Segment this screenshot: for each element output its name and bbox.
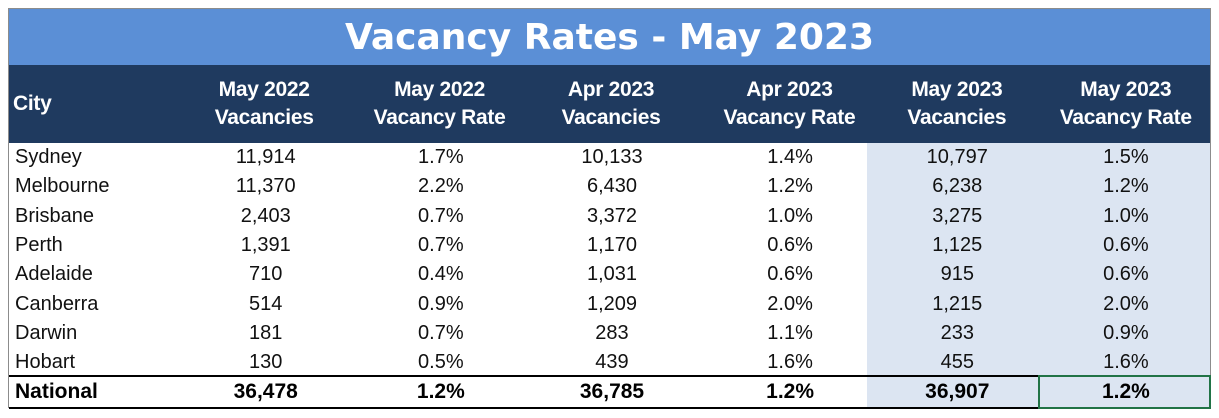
cell-may-2022-vacancies[interactable]: 130 xyxy=(249,351,283,374)
cell-may-2022-rate[interactable]: 2.2% xyxy=(418,175,464,198)
cell-apr-2023-vacancies[interactable]: 6,430 xyxy=(586,175,638,198)
cell-may-2022-vacancies[interactable]: 1,391 xyxy=(240,234,291,257)
cell-may-2022-rate[interactable]: 0.7% xyxy=(418,234,464,257)
cell-city[interactable]: Darwin xyxy=(15,321,78,344)
may-2023-highlight xyxy=(867,143,1210,407)
cell-apr-2023-rate[interactable]: 0.6% xyxy=(767,234,813,257)
data-rows: Sydney 11,914 1.7% 10,133 1.4% 10,797 1.5% Melb… xyxy=(9,143,1210,377)
cell-city[interactable]: Canberra xyxy=(15,292,99,315)
cell-may-2022-rate[interactable]: 0.9% xyxy=(418,292,464,315)
table-row: Melbourne 11,370 2.2% 6,430 1.2% 6,238 1.2% xyxy=(9,172,1210,201)
cell-may-2023-rate[interactable]: 0.9% xyxy=(1103,321,1149,344)
cell-apr-2023-vacancies[interactable]: 283 xyxy=(595,321,629,344)
table-body: Sydney 11,914 1.7% 10,133 1.4% 10,797 1.5% Melb… xyxy=(9,143,1211,409)
national-apr-2023-vacancies[interactable]: 36,785 xyxy=(579,380,645,403)
cell-may-2023-vacancies[interactable]: 3,275 xyxy=(932,204,983,227)
cell-apr-2023-vacancies[interactable]: 439 xyxy=(595,351,629,374)
cell-apr-2023-vacancies[interactable]: 10,133 xyxy=(581,146,643,169)
cell-may-2022-vacancies[interactable]: 514 xyxy=(249,292,283,315)
cell-may-2022-vacancies[interactable]: 2,403 xyxy=(240,204,291,227)
table-row: Brisbane 2,403 0.7% 3,372 1.0% 3,275 1.0% xyxy=(9,202,1210,231)
cell-may-2022-vacancies[interactable]: 710 xyxy=(249,263,283,286)
cell-apr-2023-rate[interactable]: 1.0% xyxy=(767,204,813,227)
national-may-2022-vacancies[interactable]: 36,478 xyxy=(233,380,298,403)
cell-may-2022-vacancies[interactable]: 11,914 xyxy=(235,146,296,169)
cell-apr-2023-vacancies[interactable]: 1,031 xyxy=(586,263,638,286)
cell-may-2023-rate[interactable]: 0.6% xyxy=(1103,234,1149,257)
cell-apr-2023-rate[interactable]: 1.6% xyxy=(767,351,813,374)
cell-may-2023-rate[interactable]: 2.0% xyxy=(1103,292,1149,315)
cell-may-2023-vacancies[interactable]: 233 xyxy=(940,321,974,344)
cell-apr-2023-vacancies[interactable]: 1,209 xyxy=(586,292,638,315)
header-may-2022-vacancies[interactable]: May 2022 Vacancies xyxy=(214,78,314,129)
cell-apr-2023-rate[interactable]: 1.1% xyxy=(767,321,813,344)
table-row: Perth 1,391 0.7% 1,170 0.6% 1,125 0.6% xyxy=(9,231,1210,260)
header-apr-2023-vacancy-rate[interactable]: Apr 2023 Vacancy Rate xyxy=(723,78,856,129)
table-row: Sydney 11,914 1.7% 10,133 1.4% 10,797 1.5% xyxy=(9,143,1210,172)
cell-may-2023-vacancies[interactable]: 1,215 xyxy=(932,292,983,315)
cell-may-2023-vacancies[interactable]: 1,125 xyxy=(932,234,983,257)
cell-apr-2023-vacancies[interactable]: 1,170 xyxy=(586,234,638,257)
national-row: National 36,478 1.2% 36,785 1.2% 36,907 … xyxy=(9,375,1211,409)
national-may-2023-rate[interactable]: 1.2% xyxy=(1101,380,1150,403)
national-apr-2023-rate[interactable]: 1.2% xyxy=(766,380,815,403)
cell-may-2023-vacancies[interactable]: 915 xyxy=(940,263,974,286)
national-city-cell[interactable]: National xyxy=(15,380,98,403)
cell-may-2023-vacancies[interactable]: 10,797 xyxy=(926,146,988,169)
cell-apr-2023-rate[interactable]: 0.6% xyxy=(767,263,813,286)
header-apr-2023-vacancies[interactable]: Apr 2023 Vacancies xyxy=(561,78,661,129)
header-may-2022-vacancy-rate[interactable]: May 2022 Vacancy Rate xyxy=(373,78,506,129)
cell-may-2023-rate[interactable]: 1.6% xyxy=(1103,351,1149,374)
cell-may-2022-rate[interactable]: 0.7% xyxy=(418,204,464,227)
cell-may-2023-vacancies[interactable]: 6,238 xyxy=(932,175,983,198)
national-may-2023-vacancies[interactable]: 36,907 xyxy=(925,380,990,403)
cell-may-2022-rate[interactable]: 0.7% xyxy=(418,321,464,344)
cell-apr-2023-rate[interactable]: 1.4% xyxy=(767,146,813,169)
table-row: Canberra 514 0.9% 1,209 2.0% 1,215 2.0% xyxy=(9,289,1210,318)
cell-city[interactable]: Adelaide xyxy=(15,263,93,286)
cell-may-2022-vacancies[interactable]: 11,370 xyxy=(235,175,296,198)
cell-may-2023-rate[interactable]: 1.0% xyxy=(1103,204,1149,227)
selected-cell-outline xyxy=(1038,375,1211,409)
national-may-2022-rate[interactable]: 1.2% xyxy=(416,380,465,403)
table-title: Vacancy Rates - May 2023 xyxy=(9,9,1210,65)
header-city[interactable]: City xyxy=(13,92,52,115)
header-row: City May 2022 Vacancies May 2022 Vacancy… xyxy=(9,65,1210,143)
table-row: Darwin 181 0.7% 283 1.1% 233 0.9% xyxy=(9,319,1210,348)
cell-may-2023-rate[interactable]: 0.6% xyxy=(1103,263,1149,286)
cell-city[interactable]: Sydney xyxy=(15,146,82,169)
cell-apr-2023-vacancies[interactable]: 3,372 xyxy=(586,204,638,227)
header-may-2023-vacancy-rate[interactable]: May 2023 Vacancy Rate xyxy=(1059,78,1192,129)
cell-may-2022-rate[interactable]: 0.5% xyxy=(418,351,464,374)
cell-city[interactable]: Perth xyxy=(15,234,63,257)
cell-may-2023-rate[interactable]: 1.2% xyxy=(1103,175,1149,198)
table-row: Adelaide 710 0.4% 1,031 0.6% 915 0.6% xyxy=(9,260,1210,289)
vacancy-table: Vacancy Rates - May 2023 City May 2022 V… xyxy=(8,8,1211,409)
cell-city[interactable]: Melbourne xyxy=(15,175,110,198)
header-may-2023-vacancies[interactable]: May 2023 Vacancies xyxy=(907,78,1007,129)
cell-may-2022-vacancies[interactable]: 181 xyxy=(249,321,283,344)
table-row: Hobart 130 0.5% 439 1.6% 455 1.6% xyxy=(9,348,1210,377)
cell-apr-2023-rate[interactable]: 1.2% xyxy=(767,175,813,198)
cell-may-2022-rate[interactable]: 0.4% xyxy=(418,263,464,286)
cell-may-2023-rate[interactable]: 1.5% xyxy=(1103,146,1149,169)
cell-may-2023-vacancies[interactable]: 455 xyxy=(940,351,974,374)
cell-apr-2023-rate[interactable]: 2.0% xyxy=(767,292,813,315)
cell-may-2022-rate[interactable]: 1.7% xyxy=(418,146,464,169)
cell-city[interactable]: Hobart xyxy=(15,351,76,374)
cell-city[interactable]: Brisbane xyxy=(15,204,94,227)
